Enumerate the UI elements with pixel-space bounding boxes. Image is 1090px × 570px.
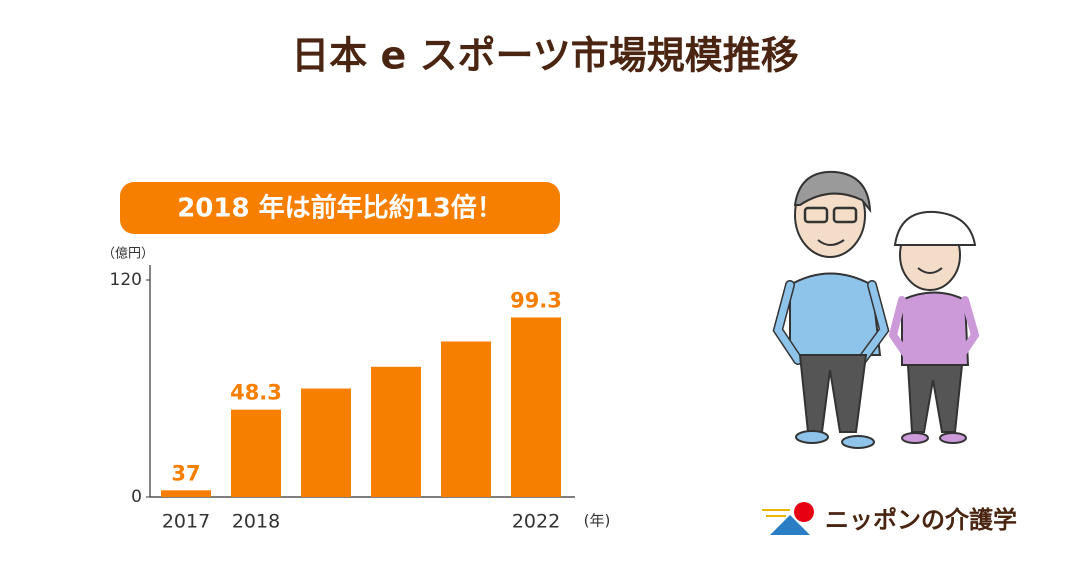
illustration <box>772 170 980 449</box>
logo-mark <box>762 502 814 535</box>
x-tick-label: 2018 <box>232 511 280 533</box>
value-label: 37 <box>171 461 200 485</box>
annotation-badge <box>120 182 560 234</box>
chart-title: 日本 e スポーツ市場規模推移 <box>291 34 798 78</box>
y-unit: （億円） <box>102 246 154 262</box>
y-tick-label: 0 <box>131 487 142 507</box>
bar <box>161 490 211 497</box>
y-tick-label: 120 <box>110 270 142 290</box>
x-unit: (年) <box>584 512 611 530</box>
value-label: 99.3 <box>510 288 562 312</box>
x-tick-label: 2022 <box>512 511 560 533</box>
annotation: 2018 年は前年比約13倍！ <box>177 193 503 224</box>
bar <box>371 366 421 497</box>
value-label: 48.3 <box>230 381 282 405</box>
bar <box>511 317 561 497</box>
logo: ニッポンの介護学 <box>825 506 1017 534</box>
bar <box>231 409 281 497</box>
bar <box>441 341 491 497</box>
bar <box>301 388 351 497</box>
x-tick-label: 2017 <box>162 511 210 533</box>
